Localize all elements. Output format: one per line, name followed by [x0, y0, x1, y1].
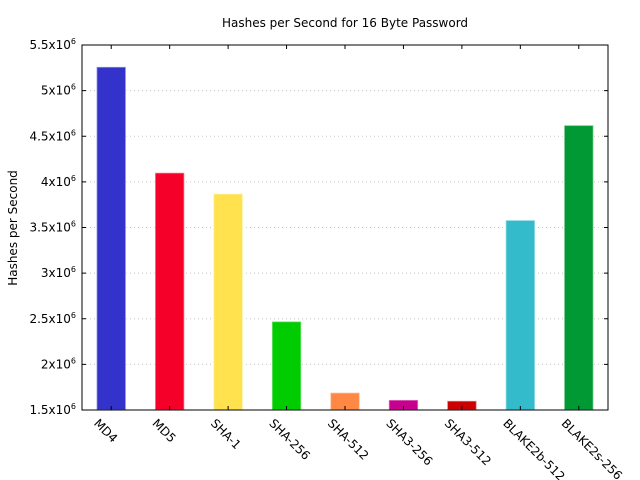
bar-sha-256	[271, 320, 302, 411]
bars	[95, 66, 595, 411]
x-tick-label: SHA3-512	[442, 416, 494, 468]
chart-title: Hashes per Second for 16 Byte Password	[222, 16, 468, 30]
x-tick-label: SHA3-256	[383, 416, 435, 468]
y-tick-label: 2x106	[41, 356, 76, 371]
y-tick-label: 4x106	[41, 174, 76, 189]
x-tick-label: SHA-256	[266, 416, 313, 463]
y-tick-label: 5x106	[41, 83, 76, 98]
x-tick-label: MD5	[150, 416, 179, 445]
x-tick-label: MD4	[91, 416, 120, 445]
y-tick-label: 4.5x106	[29, 128, 76, 143]
y-tick-label: 3x106	[41, 265, 76, 280]
y-tick-label: 3.5x106	[29, 220, 76, 235]
bar-md4	[95, 66, 127, 411]
y-tick-label: 5.5x106	[29, 37, 76, 52]
x-tick-label: BLAKE2s-256	[559, 416, 625, 480]
y-axis-label: Hashes per Second	[6, 170, 20, 286]
x-tick-label: BLAKE2b-512	[500, 416, 567, 480]
bar-blake2s-256	[563, 124, 595, 411]
y-tick-label: 1.5x106	[29, 402, 76, 417]
y-tick-label: 2.5x106	[29, 311, 76, 326]
x-tick-label: SHA-512	[325, 416, 372, 463]
y-axis-ticks: 1.5x106 2x106 2.5x106 3x106 3.5x106 4x106 4.5x…	[29, 37, 608, 417]
bar-sha-1	[212, 192, 244, 411]
x-tick-label: SHA-1	[208, 416, 244, 452]
bar-blake2b-512	[504, 219, 536, 411]
bar-md5	[154, 172, 186, 411]
